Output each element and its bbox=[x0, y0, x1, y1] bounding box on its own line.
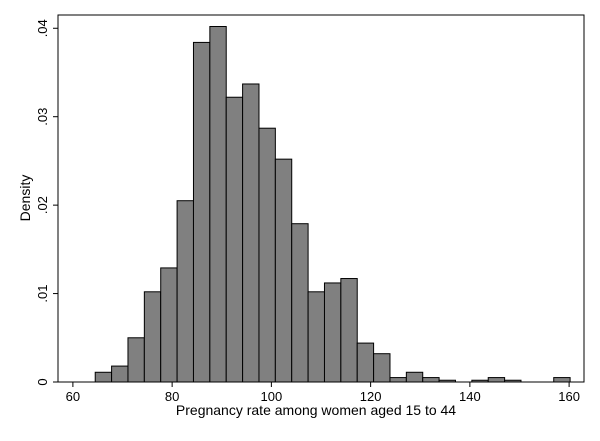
histogram-bar bbox=[356, 342, 375, 383]
histogram-bar bbox=[225, 96, 244, 383]
histogram-bar bbox=[373, 353, 391, 383]
y-tick-label: .04 bbox=[35, 19, 50, 37]
histogram-bar bbox=[291, 223, 309, 383]
histogram-bar bbox=[127, 337, 145, 383]
y-tick-label: 0 bbox=[35, 378, 50, 385]
histogram-bar bbox=[176, 200, 194, 383]
histogram-bar bbox=[192, 41, 211, 383]
histogram-bar bbox=[209, 26, 227, 383]
x-tick-label: 120 bbox=[360, 389, 382, 404]
histogram-bar bbox=[94, 371, 113, 383]
histogram-bar bbox=[242, 83, 260, 383]
axes-layer: 60 80 100 120 140 160 0 .01 .02 .03 .04 bbox=[35, 14, 585, 404]
histogram-bar bbox=[340, 278, 358, 383]
x-tick-label: 60 bbox=[66, 389, 80, 404]
x-tick-label: 160 bbox=[558, 389, 580, 404]
histogram-bar bbox=[422, 377, 440, 383]
histogram-bar bbox=[143, 291, 162, 383]
histogram-bar bbox=[389, 377, 407, 383]
bars-layer bbox=[94, 26, 571, 383]
y-tick-label: .01 bbox=[35, 285, 50, 303]
histogram-bar bbox=[111, 365, 129, 383]
x-tick-label: 80 bbox=[165, 389, 179, 404]
histogram-bar bbox=[405, 371, 424, 383]
histogram-bar bbox=[307, 291, 325, 383]
x-axis-label: Pregnancy rate among women aged 15 to 44 bbox=[176, 402, 456, 418]
y-tick-label: .03 bbox=[35, 108, 50, 126]
histogram-bar bbox=[160, 267, 178, 383]
plot-frame bbox=[57, 14, 585, 383]
x-tick-label: 100 bbox=[261, 389, 283, 404]
histogram-bar bbox=[487, 377, 506, 383]
histogram-bar bbox=[323, 282, 342, 383]
y-tick-label: .02 bbox=[35, 196, 50, 214]
histogram-bar bbox=[274, 158, 293, 383]
histogram-bar bbox=[553, 377, 571, 383]
x-tick-label: 140 bbox=[459, 389, 481, 404]
y-axis-label: Density bbox=[17, 175, 33, 222]
histogram-bar bbox=[258, 127, 276, 383]
